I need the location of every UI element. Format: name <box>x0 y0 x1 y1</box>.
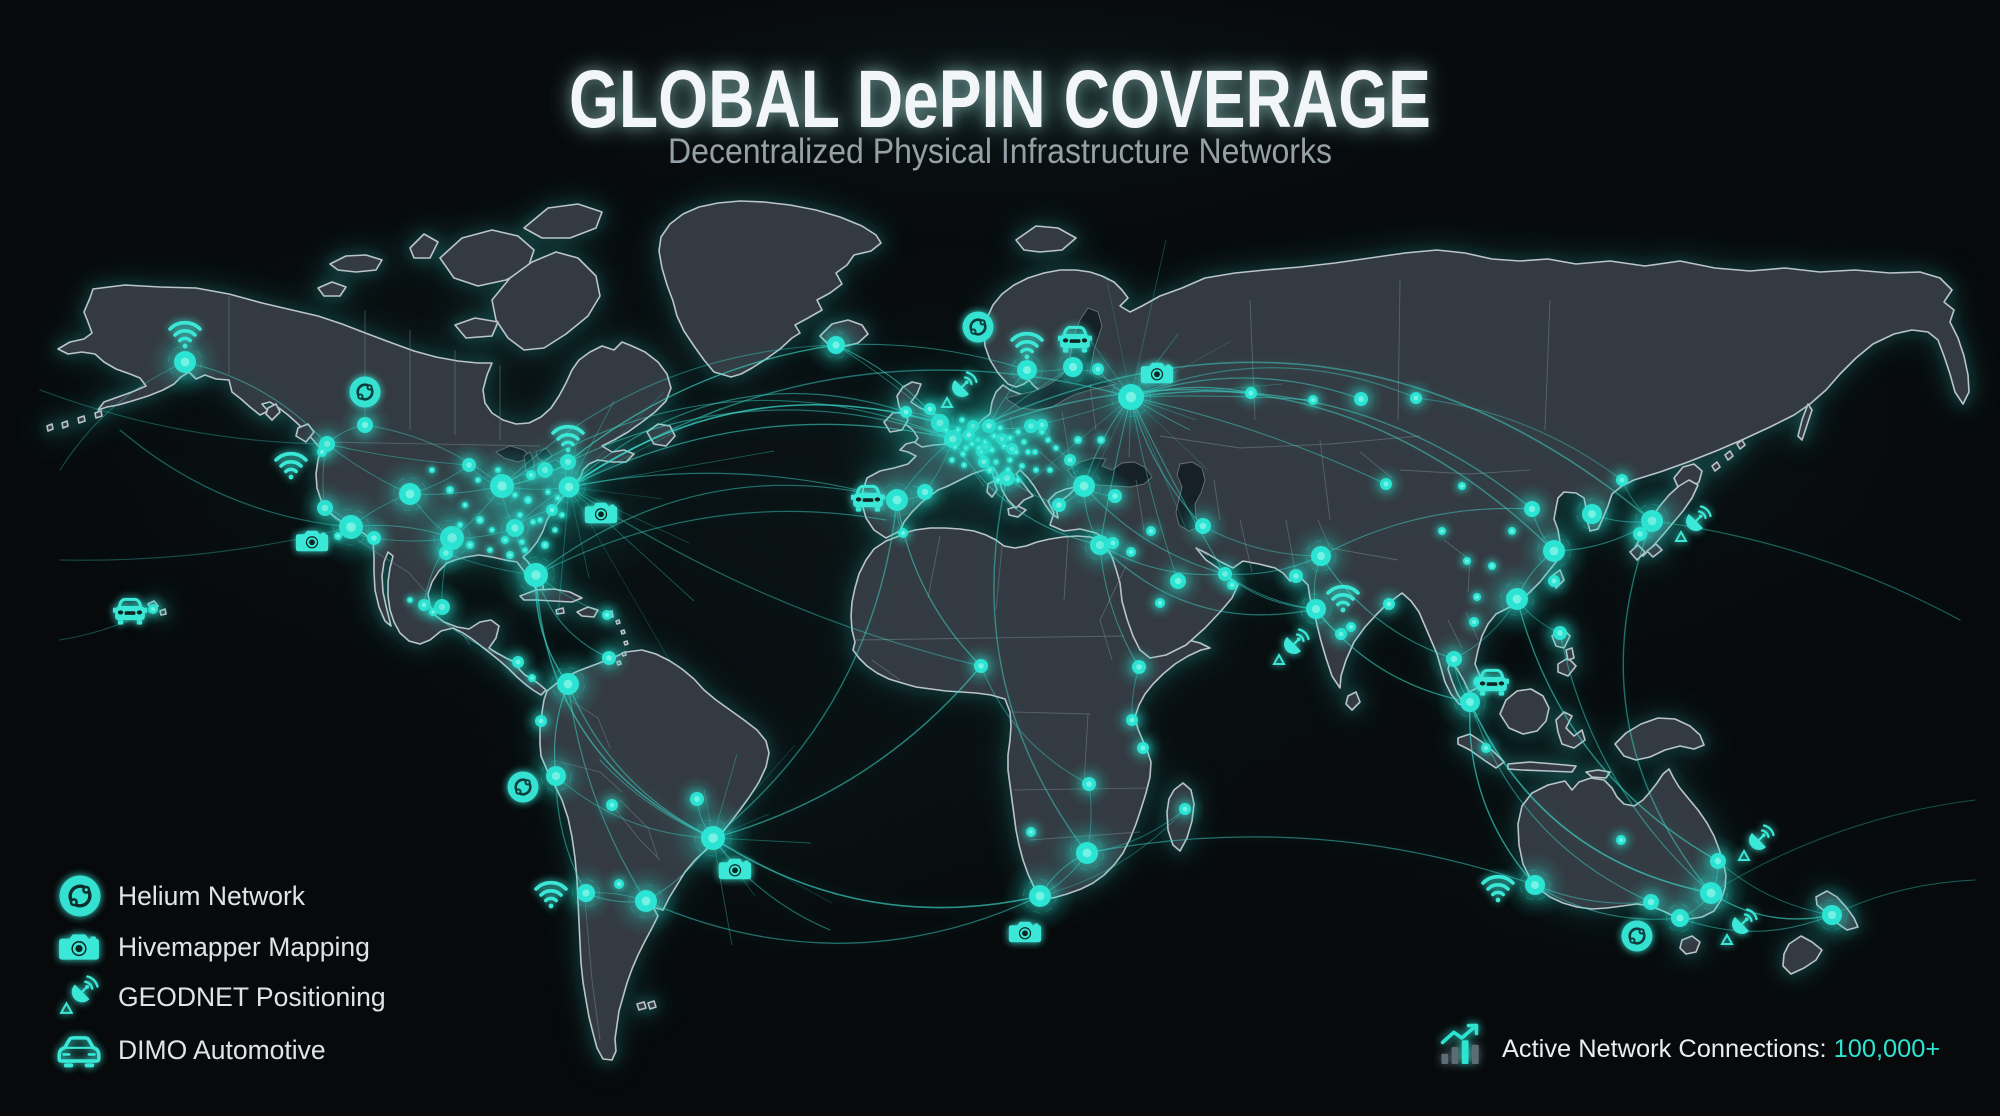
svg-text:GLOBAL DePIN COVERAGE: GLOBAL DePIN COVERAGE <box>569 54 1431 145</box>
svg-text:GEODNET Positioning: GEODNET Positioning <box>118 982 386 1012</box>
svg-text:Helium Network: Helium Network <box>118 881 306 911</box>
svg-text:GLOBAL DePIN COVERAGE: GLOBAL DePIN COVERAGE <box>569 54 1431 145</box>
svg-text:Active Network Connections: 10: Active Network Connections: 100,000+ <box>1502 1035 1940 1063</box>
svg-text:Decentralized Physical Infrast: Decentralized Physical Infrastructure Ne… <box>668 132 1332 171</box>
svg-text:Hivemapper Mapping: Hivemapper Mapping <box>118 932 370 962</box>
svg-text:GLOBAL DePIN COVERAGE: GLOBAL DePIN COVERAGE <box>569 54 1431 145</box>
svg-text:DIMO Automotive: DIMO Automotive <box>118 1035 326 1065</box>
